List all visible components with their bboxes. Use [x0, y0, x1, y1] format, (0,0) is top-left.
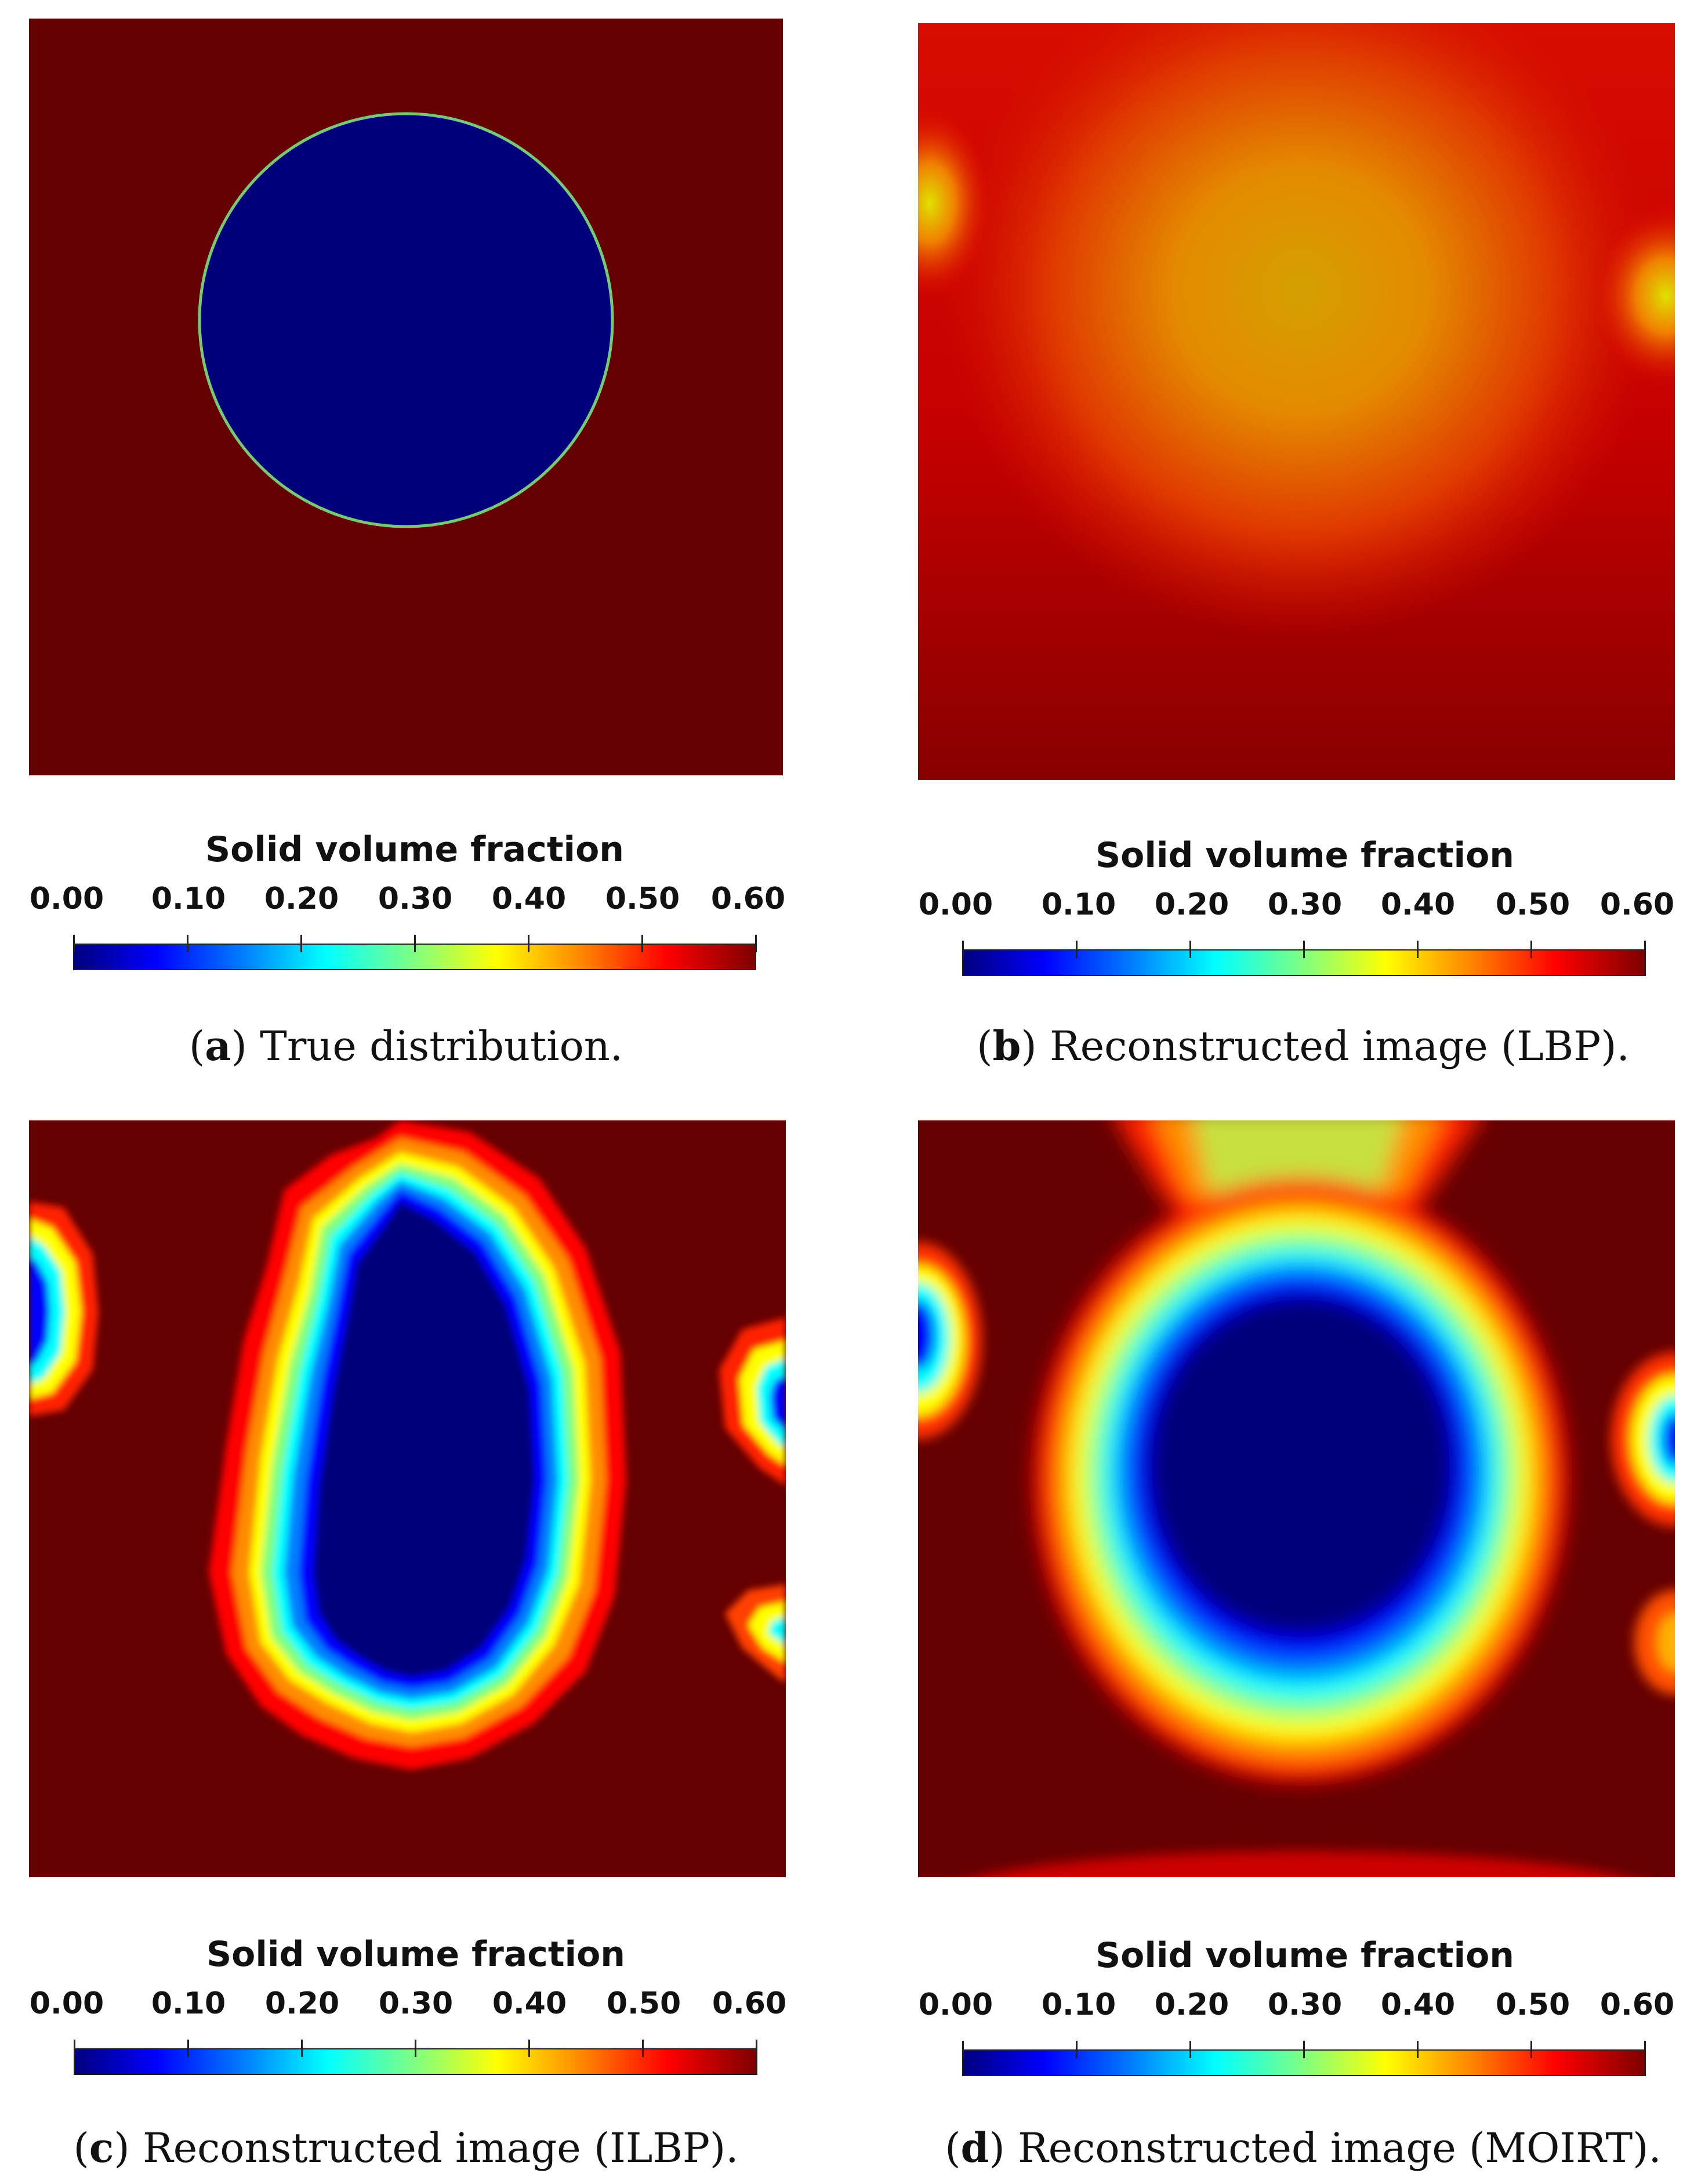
field-true-distribution: [29, 19, 783, 775]
tick-label: 0.60: [1599, 887, 1675, 922]
colorbar-title: Solid volume fraction: [1095, 835, 1515, 876]
colorbar-tick: [1076, 941, 1078, 958]
colorbar-tick: [528, 2040, 530, 2057]
colorbar-tick: [528, 935, 529, 952]
field-ilbp: [29, 1120, 786, 1877]
colorbar-tick: [187, 2040, 189, 2057]
caption-letter: d: [960, 2124, 989, 2172]
tick-label: 0.30: [378, 1986, 454, 2021]
colorbar-tick: [1303, 2041, 1305, 2058]
caption-d: (d) Reconstructed image (MOIRT).: [945, 2124, 1662, 2172]
colorbar-tick: [1644, 2041, 1646, 2058]
colorbar-tick: [1530, 2041, 1532, 2058]
colorbar-tick: [414, 935, 416, 952]
colorbar-tick: [756, 2040, 757, 2057]
tick-label: 0.60: [710, 881, 786, 916]
colorbar-tick: [301, 2040, 303, 2057]
caption-c: (c) Reconstructed image (ILBP).: [73, 2124, 739, 2172]
tick-label: 0.60: [712, 1986, 787, 2021]
colorbar-tick: [1303, 941, 1305, 958]
caption-b: (b) Reconstructed image (LBP).: [977, 1022, 1630, 1070]
colorbar-title: Solid volume fraction: [1095, 1935, 1515, 1976]
colorbar-tick: [74, 2040, 75, 2057]
tick-label: 0.50: [605, 881, 680, 916]
colorbar-tick: [73, 935, 75, 952]
colorbar-tick: [300, 935, 302, 952]
caption-letter: c: [89, 2124, 114, 2172]
ilbp-plot: [29, 1120, 786, 1877]
colorbar-title: Solid volume fraction: [206, 1934, 626, 1975]
tick-label: 0.10: [151, 1986, 226, 2021]
lbp-plot: [918, 23, 1675, 780]
caption-letter: b: [992, 1022, 1021, 1070]
tick-label: 0.00: [918, 887, 993, 922]
field-lbp: [918, 23, 1675, 780]
colorbar-tick: [1530, 941, 1532, 958]
tick-label: 0.40: [1380, 1987, 1456, 2022]
colorbar-tick: [641, 935, 643, 952]
tick-label: 0.50: [606, 1986, 681, 2021]
tick-label: 0.40: [492, 1986, 567, 2021]
tick-label: 0.50: [1495, 1987, 1570, 2022]
tick-label: 0.30: [1267, 887, 1343, 922]
colorbar-tick: [1189, 941, 1191, 958]
tick-label: 0.00: [918, 1987, 993, 2022]
colorbar-tick: [962, 2041, 964, 2058]
colorbar-tick: [642, 2040, 644, 2057]
field-moirt: [918, 1120, 1675, 1877]
tick-label: 0.20: [1154, 887, 1229, 922]
colorbar-tick: [1417, 2041, 1419, 2058]
tick-label: 0.10: [151, 881, 226, 916]
colorbar-tick: [1076, 2041, 1078, 2058]
tick-label: 0.30: [1267, 1987, 1343, 2022]
tick-label: 0.30: [378, 881, 453, 916]
caption-text: Reconstructed image (ILBP).: [142, 2124, 739, 2172]
tick-label: 0.20: [264, 1986, 340, 2021]
caption-letter: a: [205, 1022, 231, 1070]
colorbar-title: Solid volume fraction: [205, 829, 625, 870]
colorbar-tick: [962, 941, 964, 958]
tick-label: 0.40: [1380, 887, 1456, 922]
colorbar-tick: [755, 935, 757, 952]
caption-text: Reconstructed image (MOIRT).: [1018, 2124, 1662, 2172]
tick-label: 0.00: [29, 881, 104, 916]
tick-label: 0.60: [1599, 1987, 1675, 2022]
tick-label: 0.40: [491, 881, 567, 916]
tick-label: 0.00: [29, 1986, 104, 2021]
colorbar-tick: [1189, 2041, 1191, 2058]
colorbar-tick: [1644, 941, 1646, 958]
moirt-plot: [918, 1120, 1675, 1877]
caption-text: Reconstructed image (LBP).: [1049, 1022, 1630, 1070]
tick-label: 0.10: [1041, 1987, 1116, 2022]
tick-label: 0.20: [264, 881, 339, 916]
colorbar-tick: [187, 935, 188, 952]
colorbar-tick: [1417, 941, 1419, 958]
true-distribution-plot: [29, 19, 783, 775]
caption-a: (a) True distribution.: [188, 1022, 623, 1070]
caption-text: True distribution.: [260, 1022, 623, 1070]
colorbar-tick: [415, 2040, 416, 2057]
tick-label: 0.20: [1154, 1987, 1229, 2022]
tick-label: 0.50: [1495, 887, 1570, 922]
tick-label: 0.10: [1041, 887, 1116, 922]
